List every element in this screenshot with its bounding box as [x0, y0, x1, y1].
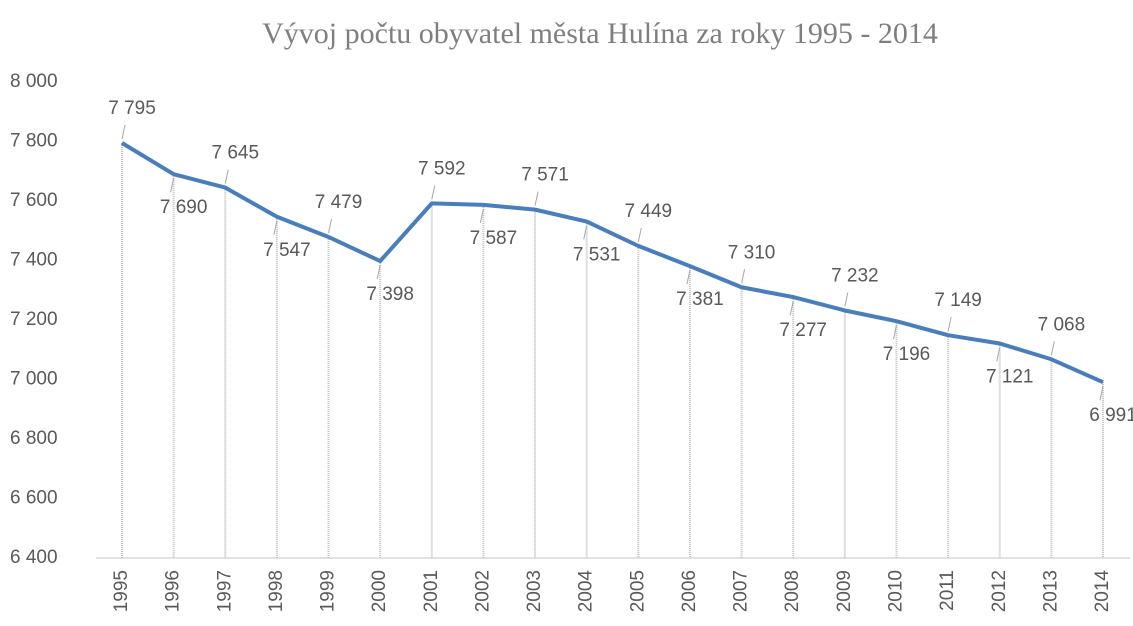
- leader-line: [431, 185, 436, 200]
- data-label: 7 587: [470, 228, 518, 249]
- data-label: 7 571: [521, 165, 569, 186]
- x-tick-label: 2013: [1040, 570, 1061, 612]
- x-tick-label: 2006: [679, 570, 700, 612]
- data-label: 6 991: [1089, 405, 1133, 426]
- y-tick-label: 7 400: [10, 250, 58, 271]
- leader-line: [583, 225, 588, 240]
- leader-line: [328, 218, 333, 234]
- x-tick-label: 2010: [885, 570, 906, 612]
- leader-line: [892, 325, 897, 340]
- data-label: 7 232: [831, 265, 879, 286]
- x-tick-label: 1999: [318, 570, 339, 612]
- data-label: 7 277: [779, 320, 827, 341]
- data-label: 7 398: [366, 284, 414, 305]
- y-tick-label: 7 600: [10, 190, 58, 211]
- x-tick-label: 1998: [266, 570, 287, 612]
- data-label: 7 795: [108, 98, 156, 119]
- data-label: 7 381: [676, 289, 724, 310]
- leader-line: [479, 208, 484, 223]
- leader-line: [789, 300, 794, 316]
- data-label: 7 592: [418, 158, 466, 179]
- leader-line: [534, 191, 539, 206]
- x-tick-label: 1995: [111, 570, 132, 612]
- data-label: 7 449: [625, 201, 673, 222]
- leader-line: [170, 178, 175, 193]
- x-tick-label: 1996: [163, 570, 184, 612]
- x-tick-label: 2003: [524, 570, 545, 612]
- leader-line: [996, 347, 1001, 362]
- leader-line: [686, 270, 691, 285]
- data-line: [120, 141, 1104, 385]
- x-tick-label: 2001: [421, 570, 442, 612]
- data-label: 7 547: [263, 240, 311, 261]
- leader-line: [947, 317, 952, 332]
- leader-line: [273, 220, 278, 235]
- data-label: 7 149: [934, 290, 982, 311]
- leader-line: [224, 169, 229, 184]
- data-label: 7 310: [728, 242, 776, 263]
- x-tick-label: 2000: [369, 570, 390, 612]
- x-tick-label: 2007: [731, 570, 752, 612]
- y-tick-label: 6 600: [10, 488, 58, 509]
- leader-line: [1099, 386, 1104, 401]
- leader-line: [637, 227, 642, 243]
- y-tick-label: 7 000: [10, 369, 58, 390]
- x-tick-label: 2012: [989, 570, 1010, 612]
- x-tick-label: 2009: [834, 570, 855, 612]
- data-label: 7 531: [573, 245, 621, 266]
- data-label: 7 196: [883, 344, 931, 365]
- data-label: 7 690: [160, 197, 208, 218]
- data-label: 7 068: [1038, 314, 1086, 335]
- x-tick-label: 2002: [472, 570, 493, 612]
- x-tick-label: 1997: [214, 570, 235, 612]
- x-tick-label: 2011: [937, 570, 958, 611]
- y-tick-label: 7 200: [10, 309, 58, 330]
- chart-title: Vývoj počtu obyvatel města Hulína za rok…: [262, 17, 938, 50]
- x-tick-label: 2004: [576, 570, 597, 613]
- y-tick-label: 8 000: [10, 71, 58, 92]
- y-tick-label: 7 800: [10, 131, 58, 152]
- leader-line: [741, 269, 746, 284]
- x-tick-label: 2014: [1092, 570, 1113, 613]
- y-tick-label: 6 400: [10, 547, 58, 568]
- leader-line: [844, 292, 849, 307]
- leader-line: [376, 264, 381, 280]
- x-tick-label: 2008: [782, 570, 803, 612]
- data-label: 7 479: [315, 192, 363, 213]
- leader-line: [121, 124, 126, 140]
- x-tick-label: 2005: [627, 570, 648, 612]
- y-tick-label: 6 800: [10, 428, 58, 449]
- data-label: 7 645: [211, 143, 259, 164]
- leader-line: [1050, 341, 1055, 356]
- data-label: 7 121: [986, 367, 1034, 388]
